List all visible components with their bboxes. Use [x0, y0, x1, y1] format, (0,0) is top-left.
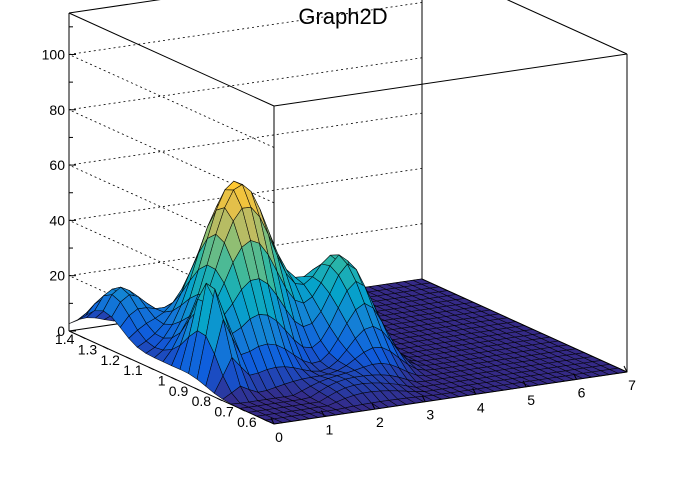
back-top-edge: [68, 0, 161, 14]
y-axis: 0.60.70.80.91 1.11.21.31.4: [55, 331, 268, 430]
y-tick-label: 0.9: [169, 383, 189, 399]
z-tick-label: 20: [49, 268, 65, 284]
y-tick: [125, 356, 132, 360]
y-tick: [239, 408, 246, 412]
y-tick-label: 0.8: [192, 393, 212, 409]
x-tick-label: 5: [527, 392, 535, 408]
x-tick: [472, 388, 477, 395]
x-tick: [270, 417, 275, 425]
y-tick-label: 1.1: [123, 362, 143, 378]
x-tick: [421, 395, 426, 402]
y-tick-label: 0.6: [237, 414, 257, 430]
x-tick-label: 1: [326, 422, 334, 438]
y-tick: [194, 387, 200, 391]
left-wall-gridline: [68, 54, 275, 148]
x-tick-label: 6: [578, 384, 586, 400]
left-top-edge: [68, 12, 275, 107]
x-tick-label: 7: [628, 377, 636, 393]
y-tick: [102, 346, 109, 350]
y-tick: [148, 366, 154, 371]
y-tick: [171, 377, 177, 381]
x-tick-label: 2: [376, 414, 384, 430]
y-tick-label: 0.7: [214, 404, 234, 420]
right-top-edge: [506, 0, 628, 55]
z-axis: 0 20 40 60 80 100: [42, 26, 76, 339]
surface-mesh: [68, 180, 629, 425]
front-top-edge: [273, 53, 628, 107]
x-tick-label: 4: [477, 399, 485, 415]
x-tick: [320, 410, 325, 417]
x-axis: 0 1 2 3 4 5 6 7: [270, 365, 636, 445]
y-tick: [262, 418, 268, 422]
z-tick-label: 40: [49, 212, 65, 228]
x-tick: [573, 373, 578, 380]
y-tick: [80, 335, 86, 340]
back-wall-gridline: [68, 57, 423, 111]
front-floor-edge: [273, 371, 628, 425]
y-tick-label: 1.2: [100, 352, 120, 368]
z-tick-label: 0: [57, 323, 65, 339]
y-tick: [216, 397, 223, 402]
right-floor-edge: [421, 278, 628, 373]
x-tick: [522, 380, 527, 388]
x-tick-label: 3: [426, 407, 434, 423]
back-wall-gridline: [68, 112, 423, 166]
z-tick-label: 60: [49, 157, 65, 173]
y-tick-label: 1.4: [55, 331, 75, 347]
z-tick-label: 80: [49, 102, 65, 118]
x-tick: [371, 402, 376, 410]
x-tick-label: 0: [275, 429, 283, 445]
y-tick-label: 1.3: [78, 342, 98, 358]
y-tick-label: 1: [158, 373, 166, 389]
x-tick: [623, 365, 628, 373]
chart-title: Graph2D: [298, 4, 387, 29]
z-tick-label: 100: [42, 46, 66, 62]
